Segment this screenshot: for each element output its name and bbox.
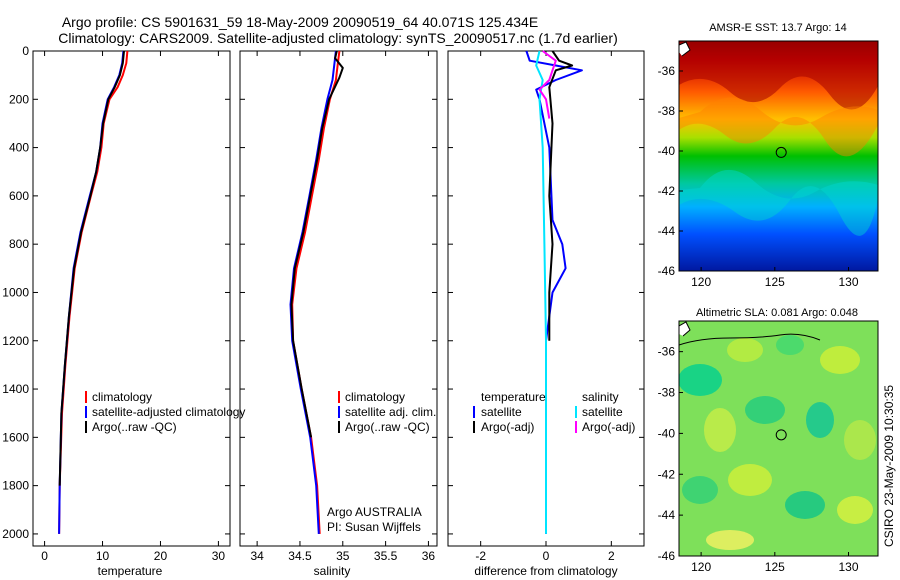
- map-y-tick-label: -40: [658, 426, 676, 440]
- pi-label: PI: Susan Wijffels: [327, 520, 421, 534]
- salinity-axes: [239, 50, 438, 547]
- x-tick-label: 36: [422, 549, 436, 563]
- y-tick-label: 1800: [2, 479, 29, 493]
- legend-label: Argo(..raw -QC): [345, 420, 430, 434]
- sla-map-axes: 120 125 130 -36 -38 -40 -42 -44 -46: [658, 345, 859, 574]
- series-line-0: [525, 50, 583, 534]
- series-line-1: [548, 50, 574, 341]
- salinity-legend: climatology satellite adj. clim. Argo(..…: [338, 390, 436, 434]
- map-x-tick-label: 130: [839, 275, 859, 289]
- map-y-tick-label: -38: [658, 386, 676, 400]
- argo-position-marker: [775, 429, 787, 441]
- y-tick-label: 1000: [2, 285, 29, 299]
- series-line-1: [289, 50, 337, 534]
- title-line-1: Argo profile: CS 5901631_59 18-May-2009 …: [62, 14, 538, 30]
- temperature-axes: [32, 50, 231, 547]
- map-y-tick-label: -46: [658, 264, 676, 278]
- salinity-plot: 34 34.5 35 35.5 36: [240, 50, 437, 563]
- legend-label: climatology: [345, 390, 405, 404]
- legend-label: Argo(-adj): [481, 420, 534, 434]
- series-line-2: [290, 50, 344, 438]
- y-tick-label: 0: [22, 44, 29, 58]
- legend-label: satellite: [582, 405, 623, 419]
- map-x-tick-label: 130: [839, 560, 859, 574]
- sst-map-axes: 120 125 130 -36 -38 -40 -42 -44 -46: [658, 64, 859, 289]
- temperature-plot: 0 10 20 30 0 200 400 600 800 1000 1200 1400 1600 1800…: [2, 44, 230, 563]
- y-tick-label: 800: [9, 237, 29, 251]
- sst-map-image: [679, 41, 878, 271]
- y-tick-label: 1400: [2, 382, 29, 396]
- series-line-2: [535, 50, 547, 534]
- series-line-0: [58, 50, 129, 534]
- credit-timestamp: CSIRO 23-May-2009 10:30:35: [882, 385, 896, 547]
- sst-map-frame: [678, 40, 879, 272]
- map-y-tick-label: -36: [658, 64, 676, 78]
- y-tick-label: 1200: [2, 334, 29, 348]
- salinity-xlabel: salinity: [314, 564, 351, 578]
- y-tick-label: 200: [9, 92, 29, 106]
- x-tick-label: 34: [250, 549, 264, 563]
- argo-position-marker: [775, 146, 787, 158]
- map-y-tick-label: -42: [658, 184, 676, 198]
- map-x-tick-label: 125: [765, 560, 785, 574]
- legend-label: Argo(..raw -QC): [92, 420, 177, 434]
- x-tick-label: 10: [96, 549, 110, 563]
- x-tick-label: 2: [608, 549, 615, 563]
- map-x-tick-label: 120: [691, 275, 711, 289]
- x-tick-label: 30: [212, 549, 226, 563]
- x-tick-label: 0: [543, 549, 550, 563]
- x-tick-label: 35: [336, 549, 350, 563]
- difference-xlabel: difference from climatology: [474, 564, 617, 578]
- sla-map-frame: [678, 320, 879, 557]
- legend-heading-temperature: temperature: [481, 390, 546, 404]
- map-y-tick-label: -42: [658, 467, 676, 481]
- map-x-tick-label: 125: [765, 275, 785, 289]
- map-y-tick-label: -38: [658, 104, 676, 118]
- series-line-2: [58, 50, 125, 486]
- map-y-tick-label: -40: [658, 144, 676, 158]
- program-label: Argo AUSTRALIA: [327, 505, 422, 519]
- legend-label: satellite: [481, 405, 522, 419]
- sla-map-title: Altimetric SLA: 0.081 Argo: 0.048: [696, 307, 858, 319]
- legend-label: satellite-adjusted climatology: [92, 405, 245, 419]
- y-tick-label: 1600: [2, 430, 29, 444]
- legend-heading-salinity: salinity: [582, 390, 619, 404]
- x-tick-label: 0: [41, 549, 48, 563]
- title-line-2: Climatology: CARS2009. Satellite-adjuste…: [58, 30, 618, 46]
- map-y-tick-label: -46: [658, 549, 676, 563]
- x-tick-label: -2: [475, 549, 486, 563]
- temperature-legend: climatology satellite-adjusted climatolo…: [85, 390, 245, 434]
- y-tick-label: 2000: [2, 527, 29, 541]
- x-tick-label: 20: [154, 549, 168, 563]
- series-line-3: [538, 50, 557, 119]
- y-tick-label: 600: [9, 189, 29, 203]
- series-line-0: [291, 50, 341, 534]
- x-tick-label: 35.5: [374, 549, 398, 563]
- y-tick-label: 400: [9, 141, 29, 155]
- temperature-xlabel: temperature: [98, 564, 163, 578]
- difference-legend: temperature satellite Argo(-adj) salinit…: [473, 390, 635, 434]
- map-y-tick-label: -44: [658, 508, 676, 522]
- sst-map-title: AMSR-E SST: 13.7 Argo: 14: [709, 22, 847, 34]
- map-y-tick-label: -44: [658, 224, 676, 238]
- legend-label: Argo(-adj): [582, 420, 635, 434]
- legend-label: satellite adj. clim.: [345, 405, 436, 419]
- series-line-1: [58, 50, 125, 534]
- x-tick-label: 34.5: [288, 549, 312, 563]
- legend-label: climatology: [92, 390, 152, 404]
- map-x-tick-label: 120: [691, 560, 711, 574]
- map-y-tick-label: -36: [658, 345, 676, 359]
- difference-plot: -2 0 2: [448, 50, 644, 563]
